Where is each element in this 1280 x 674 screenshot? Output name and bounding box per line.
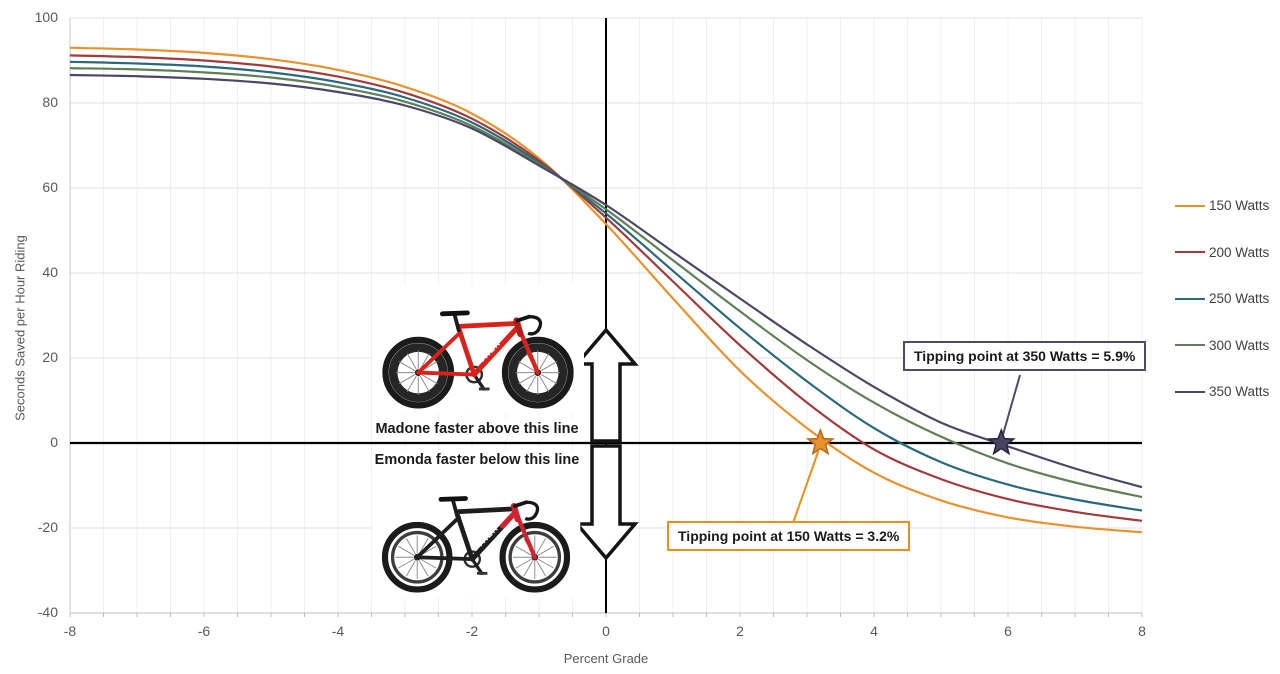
madone-bike-image: TREK [372,283,584,415]
down-arrow-icon [573,444,639,561]
x-tick-label: -4 [331,623,345,639]
x-tick-label: -6 [197,623,211,639]
leader-line-350 [1001,374,1021,438]
legend-label: 200 Watts [1209,244,1270,260]
legend-label: 350 Watts [1209,384,1270,399]
series-line-300-watts [69,67,1143,499]
legend-item-350-watts: 350 Watts [1175,384,1269,399]
tipping-star-350 [986,427,1016,456]
y-tick-label: 80 [42,94,58,110]
series-line-200-watts [69,54,1143,522]
legend-line-swatch [1175,344,1205,346]
x-tick-label: -2 [465,623,479,639]
tipping-star-150 [805,427,835,456]
legend-label: 300 Watts [1209,337,1270,353]
y-tick-label: 20 [42,349,58,365]
y-tick-label: -20 [37,519,58,535]
tipping-point-150-annotation: Tipping point at 150 Watts = 3.2% [667,521,911,551]
y-tick-label: 60 [42,179,58,195]
y-tick-label: -40 [37,604,58,620]
series-line-250-watts [69,60,1143,512]
legend-line-swatch [1175,204,1205,207]
leader-line-150 [792,450,820,524]
x-tick-label: 2 [736,623,744,639]
legend-line-swatch [1175,390,1205,393]
y-tick-label: 0 [50,434,58,450]
emonda-label: Emonda faster below this line [372,450,582,470]
y-axis-title: Seconds Saved per Hour Riding [12,235,28,421]
emonda-bike-image: TREK [371,470,581,598]
legend-item-300-watts: 300 Watts [1175,338,1269,353]
series-line-350-watts [69,73,1143,489]
legend-item-150-watts: 150 Watts [1175,198,1269,213]
x-tick-label: 8 [1138,623,1146,639]
legend-item-250-watts: 250 Watts [1175,291,1269,306]
legend-line-swatch [1175,297,1205,300]
legend-item-200-watts: 200 Watts [1175,245,1269,260]
tipping-point-350-annotation: Tipping point at 350 Watts = 5.9% [903,341,1147,371]
x-tick-label: -8 [63,623,77,639]
x-tick-label: 6 [1004,623,1012,639]
x-tick-label: 0 [602,623,610,639]
legend-label: 250 Watts [1209,291,1270,306]
y-tick-label: 40 [42,264,58,280]
x-tick-label: 4 [870,623,878,639]
legend-label: 150 Watts [1209,198,1270,213]
legend-line-swatch [1175,251,1205,253]
x-axis-title: Percent Grade [563,651,649,666]
up-arrow-icon [573,327,639,443]
y-tick-label: 100 [34,9,58,25]
series-line-150-watts [69,46,1143,534]
madone-label: Madone faster above this line [372,419,582,439]
